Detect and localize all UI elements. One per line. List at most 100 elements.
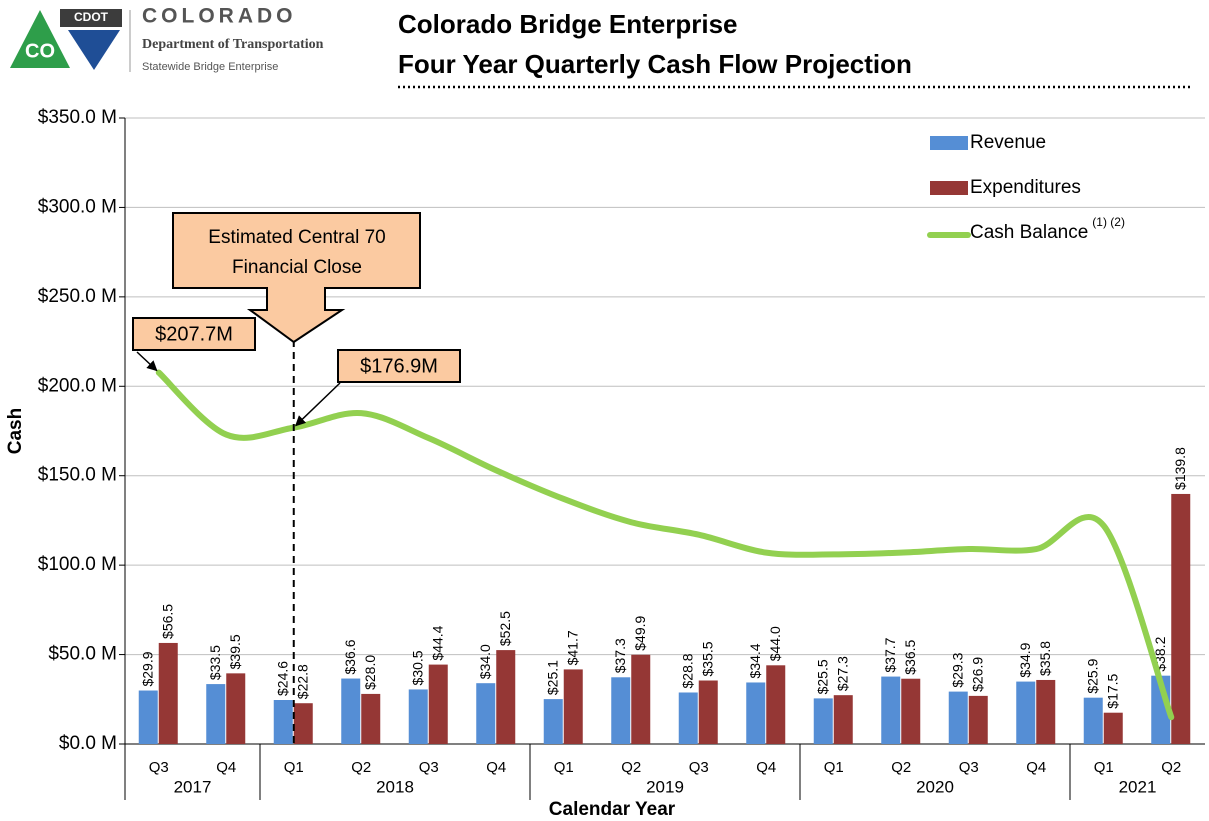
annotation-box	[337, 349, 461, 383]
bar	[206, 684, 226, 744]
data-label: $30.5	[409, 650, 425, 685]
x-group-label: 2018	[376, 777, 414, 796]
line-series	[155, 369, 1175, 721]
x-group-label: 2020	[916, 777, 954, 796]
x-tick-label: Q3	[149, 759, 169, 776]
logo-name: COLORADO	[142, 5, 297, 28]
y-tick-label: $100.0 M	[38, 554, 117, 575]
bar	[746, 682, 766, 744]
data-label: $139.8	[1172, 447, 1188, 490]
bar	[361, 693, 381, 744]
x-tick-label: Q4	[216, 759, 236, 776]
logo-unit: Statewide Bridge Enterprise	[142, 61, 278, 73]
chart-title: Four Year Quarterly Cash Flow Projection	[398, 49, 912, 79]
x-tick-label: Q1	[824, 759, 844, 776]
bar	[293, 703, 313, 744]
data-label: $44.4	[429, 625, 445, 660]
annotation-box	[132, 317, 256, 351]
x-tick-label: Q3	[959, 759, 979, 776]
bar	[766, 665, 786, 744]
x-tick-label: Q4	[486, 759, 506, 776]
bar	[408, 689, 428, 744]
bar	[1016, 681, 1036, 744]
y-tick-label: $150.0 M	[38, 465, 117, 486]
bar	[698, 680, 718, 744]
bar	[138, 690, 158, 744]
data-label: $44.0	[767, 626, 783, 661]
y-axis-label: Cash	[5, 408, 26, 454]
data-label: $35.5	[699, 641, 715, 676]
data-label: $33.5	[207, 645, 223, 680]
logo-co: CO	[25, 40, 55, 62]
bar	[563, 669, 583, 744]
data-label: $41.7	[564, 630, 580, 665]
x-tick-label: Q4	[756, 759, 776, 776]
bar	[881, 676, 901, 744]
x-group-label: 2021	[1119, 777, 1157, 796]
bar	[1083, 697, 1103, 744]
data-label: $37.3	[612, 638, 628, 673]
legend-label: Expenditures	[970, 177, 1081, 198]
x-tick-label: Q2	[621, 759, 641, 776]
bar	[273, 700, 293, 744]
data-label: $35.8	[1037, 641, 1053, 676]
bar	[428, 664, 448, 744]
x-tick-label: Q1	[284, 759, 304, 776]
data-label: $39.5	[227, 634, 243, 669]
data-label: $34.9	[1017, 642, 1033, 677]
bar	[1036, 679, 1056, 744]
y-tick-label: $200.0 M	[38, 375, 117, 396]
x-axis-label: Calendar Year	[549, 799, 676, 820]
legend-swatch	[930, 181, 968, 195]
data-label: $28.0	[362, 655, 378, 690]
bar	[948, 691, 968, 744]
data-label: $56.5	[159, 604, 175, 639]
annotation-line: Estimated Central 70	[208, 227, 385, 248]
legend-swatch	[930, 136, 968, 150]
data-label: $36.6	[342, 639, 358, 674]
x-tick-label: Q2	[1161, 759, 1181, 776]
bar	[901, 678, 921, 744]
data-label: $37.7	[882, 637, 898, 672]
data-label: $34.0	[477, 644, 493, 679]
legend-note: (1) (2)	[1092, 215, 1125, 229]
bar	[611, 677, 631, 744]
data-label: $25.5	[814, 659, 830, 694]
bar	[813, 698, 833, 744]
y-tick-label: $50.0 M	[48, 644, 117, 665]
bar	[476, 683, 496, 744]
data-label: $49.9	[632, 616, 648, 651]
data-label: $17.5	[1104, 673, 1120, 708]
y-tick-label: $0.0 M	[59, 733, 117, 754]
logo-badge	[60, 9, 122, 27]
logo-shield	[68, 30, 120, 70]
x-tick-label: Q3	[689, 759, 709, 776]
bar	[543, 699, 563, 744]
bar	[678, 692, 698, 744]
data-label: $28.8	[679, 653, 695, 688]
bar	[1103, 712, 1123, 744]
data-label: $25.1	[544, 660, 560, 695]
logo-badge-text: CDOT	[74, 10, 109, 24]
bar	[631, 654, 651, 744]
chart-title: Colorado Bridge Enterprise	[398, 9, 738, 39]
x-tick-label: Q2	[891, 759, 911, 776]
y-tick-label: $350.0 M	[38, 107, 117, 128]
x-group-label: 2019	[646, 777, 684, 796]
bar	[341, 678, 361, 744]
bar	[968, 695, 988, 744]
data-label: $24.6	[274, 661, 290, 696]
logo-department: Department of Transportation	[142, 37, 324, 52]
bar	[833, 695, 853, 744]
annotation-line: Financial Close	[232, 257, 362, 278]
annotation: $207.7M	[155, 323, 233, 345]
x-tick-label: Q2	[351, 759, 371, 776]
data-label: $27.3	[834, 656, 850, 691]
annotation-arrow	[294, 382, 341, 427]
data-label: $29.9	[139, 651, 155, 686]
annotation: $176.9M	[360, 355, 438, 377]
legend-label: Revenue	[970, 132, 1046, 153]
data-label: $29.3	[949, 652, 965, 687]
bar	[1171, 493, 1191, 744]
